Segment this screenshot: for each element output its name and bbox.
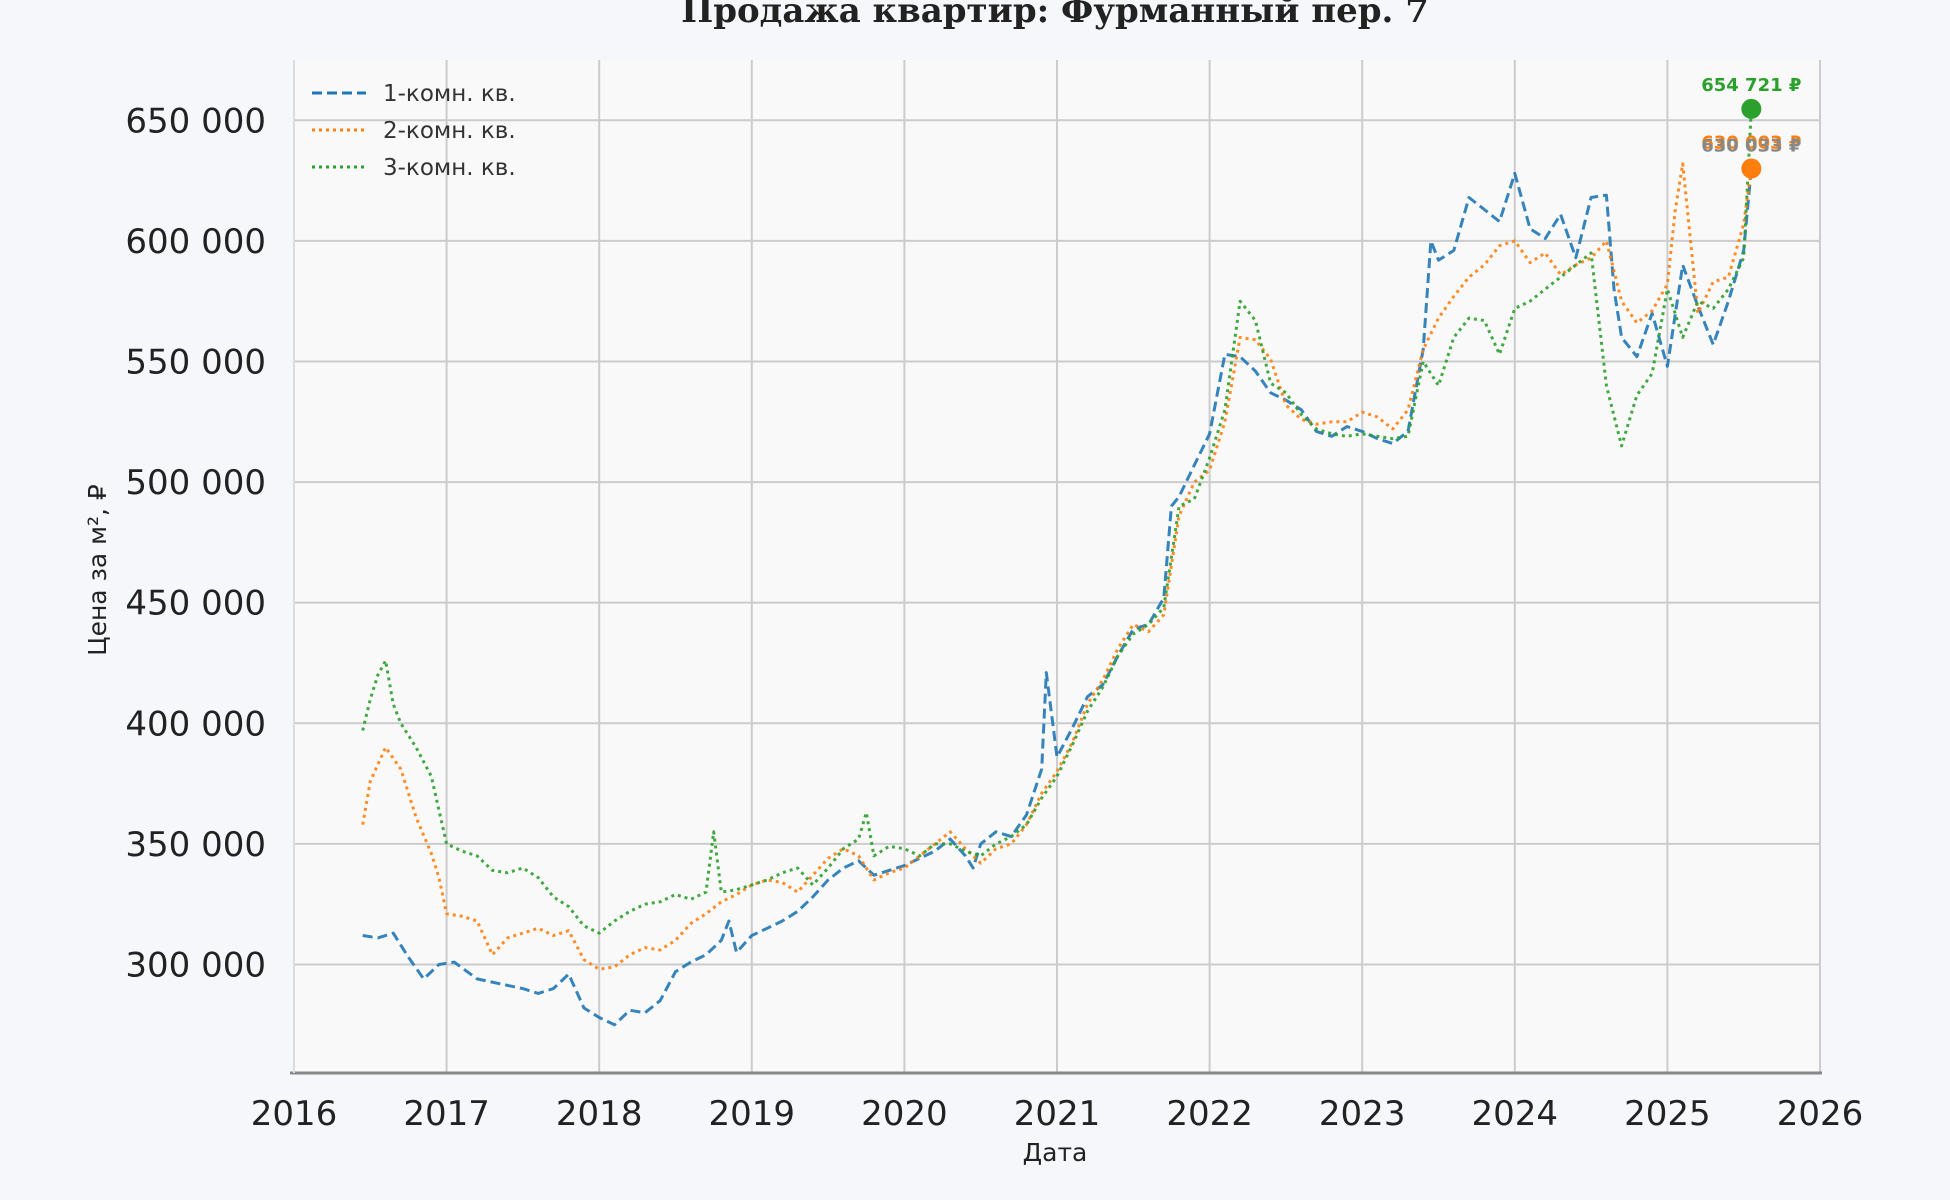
series-layer (361, 108, 1753, 1027)
tick-labels: 2016 2017 2018 2019 2020 2021 2022 2023 2024 2025… (125, 101, 1863, 1134)
y-tick-label: 650 000 (125, 101, 266, 141)
marker-layer (1741, 98, 1762, 179)
value-annotation: 630 033 ₽ (1701, 135, 1801, 156)
value-annotation: 654 721 ₽ (1701, 75, 1801, 96)
x-tick-label: 2023 (1319, 1094, 1406, 1134)
annotations: 654 721 ₽ 630 003 ₽630 033 ₽ (1701, 75, 1801, 157)
x-tick-label: 2026 (1777, 1094, 1864, 1134)
x-tick-label: 2017 (403, 1094, 490, 1134)
series-line-3 (361, 108, 1753, 935)
x-tick-label: 2020 (861, 1094, 948, 1134)
x-tick-label: 2019 (709, 1094, 796, 1134)
chart-title: Продажа квартир: Фурманный пер. 7 (681, 0, 1429, 31)
legend-label: 3-комн. кв. (383, 155, 516, 181)
x-tick-label: 2024 (1472, 1094, 1559, 1134)
y-tick-label: 500 000 (125, 463, 266, 503)
y-tick-label: 550 000 (125, 342, 266, 382)
y-tick-label: 600 000 (125, 222, 266, 262)
value-annotation: 630 003 ₽ (1701, 133, 1801, 154)
y-tick-label: 350 000 (125, 825, 266, 865)
axes (290, 60, 1822, 1075)
x-axis-label: Дата (1023, 1138, 1088, 1167)
y-axis-label: Цена за м², ₽ (83, 484, 112, 656)
legend: 1-комн. кв. 2-комн. кв. 3-комн. кв. (312, 81, 516, 181)
x-tick-label: 2016 (251, 1094, 338, 1134)
grid (293, 60, 1821, 1073)
x-tick-label: 2021 (1014, 1094, 1101, 1134)
legend-label: 1-комн. кв. (383, 81, 516, 107)
last-value-marker (1741, 98, 1762, 119)
x-tick-label: 2025 (1624, 1094, 1711, 1134)
y-tick-label: 300 000 (125, 945, 266, 985)
y-tick-label: 450 000 (125, 584, 266, 624)
series-line-2 (361, 162, 1753, 971)
last-value-marker (1741, 158, 1762, 179)
x-tick-label: 2018 (556, 1094, 643, 1134)
legend-label: 2-комн. кв. (383, 118, 516, 144)
x-tick-label: 2022 (1166, 1094, 1253, 1134)
y-tick-label: 400 000 (125, 704, 266, 744)
